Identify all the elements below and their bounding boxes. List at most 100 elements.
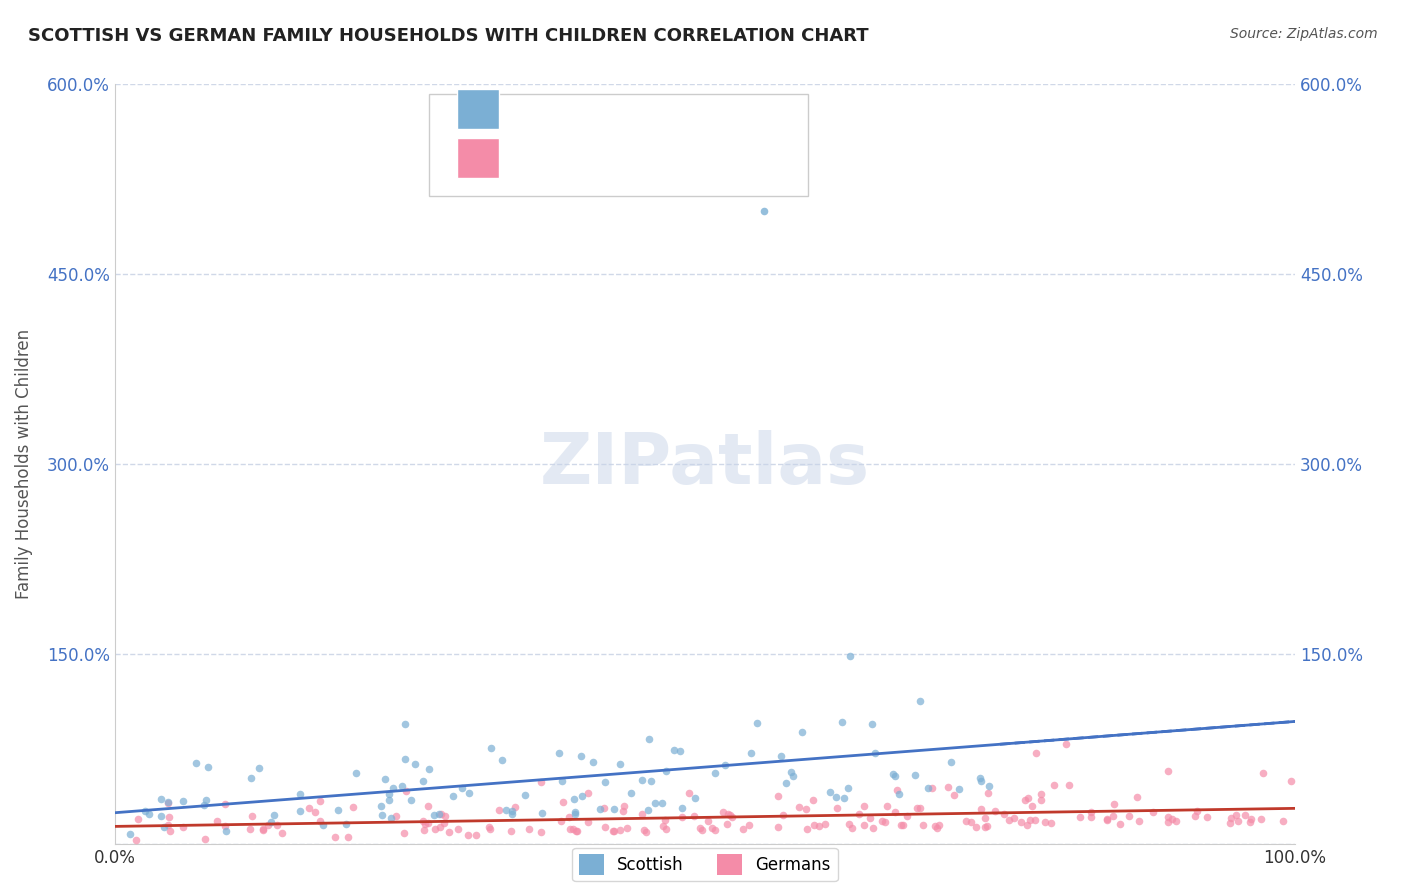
- Point: [633, 823, 655, 838]
- Point: [479, 822, 502, 837]
- Point: [936, 780, 959, 794]
- Point: [501, 804, 523, 818]
- Point: [1250, 812, 1272, 826]
- Point: [973, 811, 995, 825]
- Point: [969, 772, 991, 786]
- Point: [941, 756, 963, 770]
- Point: [404, 757, 426, 772]
- Point: [620, 786, 643, 800]
- Point: [433, 808, 456, 822]
- Point: [1080, 805, 1102, 820]
- Point: [215, 823, 238, 838]
- Point: [1054, 737, 1077, 751]
- Point: [862, 821, 884, 835]
- Point: [270, 826, 292, 840]
- Point: [1102, 809, 1125, 823]
- Point: [418, 762, 440, 776]
- Point: [172, 794, 194, 808]
- Point: [1234, 808, 1257, 822]
- Point: [159, 824, 181, 838]
- Point: [564, 805, 586, 820]
- Point: [465, 828, 488, 842]
- Point: [1279, 773, 1302, 788]
- Text: N = 181: N = 181: [598, 147, 678, 165]
- Point: [1184, 809, 1206, 823]
- Point: [193, 797, 215, 812]
- Point: [458, 786, 481, 800]
- Point: [637, 731, 659, 746]
- Point: [1080, 810, 1102, 824]
- Point: [370, 799, 392, 814]
- Point: [832, 790, 855, 805]
- Point: [495, 803, 517, 817]
- Text: R = 0.438: R = 0.438: [506, 98, 596, 116]
- Point: [654, 813, 676, 827]
- Point: [1225, 807, 1247, 822]
- Point: [423, 822, 446, 836]
- Point: [714, 757, 737, 772]
- Point: [134, 805, 156, 819]
- Point: [205, 814, 228, 829]
- Point: [1161, 812, 1184, 826]
- Point: [634, 825, 657, 839]
- Point: [794, 802, 817, 816]
- Point: [214, 819, 236, 833]
- Point: [814, 817, 837, 831]
- Point: [652, 819, 675, 833]
- Point: [859, 811, 882, 825]
- Point: [993, 807, 1015, 822]
- Point: [970, 774, 993, 789]
- Point: [157, 818, 180, 832]
- Point: [702, 822, 724, 836]
- Point: [1128, 814, 1150, 828]
- Point: [910, 801, 932, 815]
- Point: [569, 748, 592, 763]
- Point: [194, 831, 217, 846]
- Point: [671, 801, 693, 815]
- Point: [1031, 793, 1053, 807]
- Point: [413, 817, 436, 831]
- Point: [603, 824, 626, 838]
- Point: [326, 803, 349, 817]
- Point: [503, 799, 526, 814]
- Point: [1002, 811, 1025, 825]
- Point: [792, 724, 814, 739]
- Point: [529, 824, 551, 838]
- Legend: Scottish, Germans: Scottish, Germans: [572, 847, 838, 881]
- Point: [290, 787, 312, 801]
- Point: [337, 830, 360, 844]
- Point: [416, 798, 439, 813]
- Point: [882, 766, 904, 780]
- Text: ZIPatlas: ZIPatlas: [540, 430, 870, 499]
- Point: [609, 822, 631, 837]
- Point: [491, 753, 513, 767]
- Point: [1039, 816, 1062, 830]
- Point: [1240, 812, 1263, 826]
- Point: [1019, 814, 1042, 828]
- Point: [731, 822, 754, 836]
- Point: [1125, 790, 1147, 805]
- Point: [616, 821, 638, 835]
- Point: [775, 776, 797, 790]
- Point: [911, 818, 934, 832]
- Point: [887, 788, 910, 802]
- Point: [1109, 817, 1132, 831]
- Point: [1015, 818, 1038, 832]
- Point: [571, 789, 593, 803]
- Point: [412, 814, 434, 828]
- Point: [441, 789, 464, 804]
- Point: [921, 780, 943, 795]
- Point: [803, 818, 825, 832]
- Point: [437, 825, 460, 839]
- Point: [371, 808, 394, 822]
- Point: [558, 810, 581, 824]
- Point: [1097, 814, 1119, 828]
- Point: [876, 799, 898, 814]
- Point: [197, 760, 219, 774]
- Point: [422, 808, 444, 822]
- Point: [553, 795, 575, 809]
- Point: [772, 807, 794, 822]
- Point: [562, 791, 585, 805]
- Point: [716, 817, 738, 831]
- Point: [917, 780, 939, 795]
